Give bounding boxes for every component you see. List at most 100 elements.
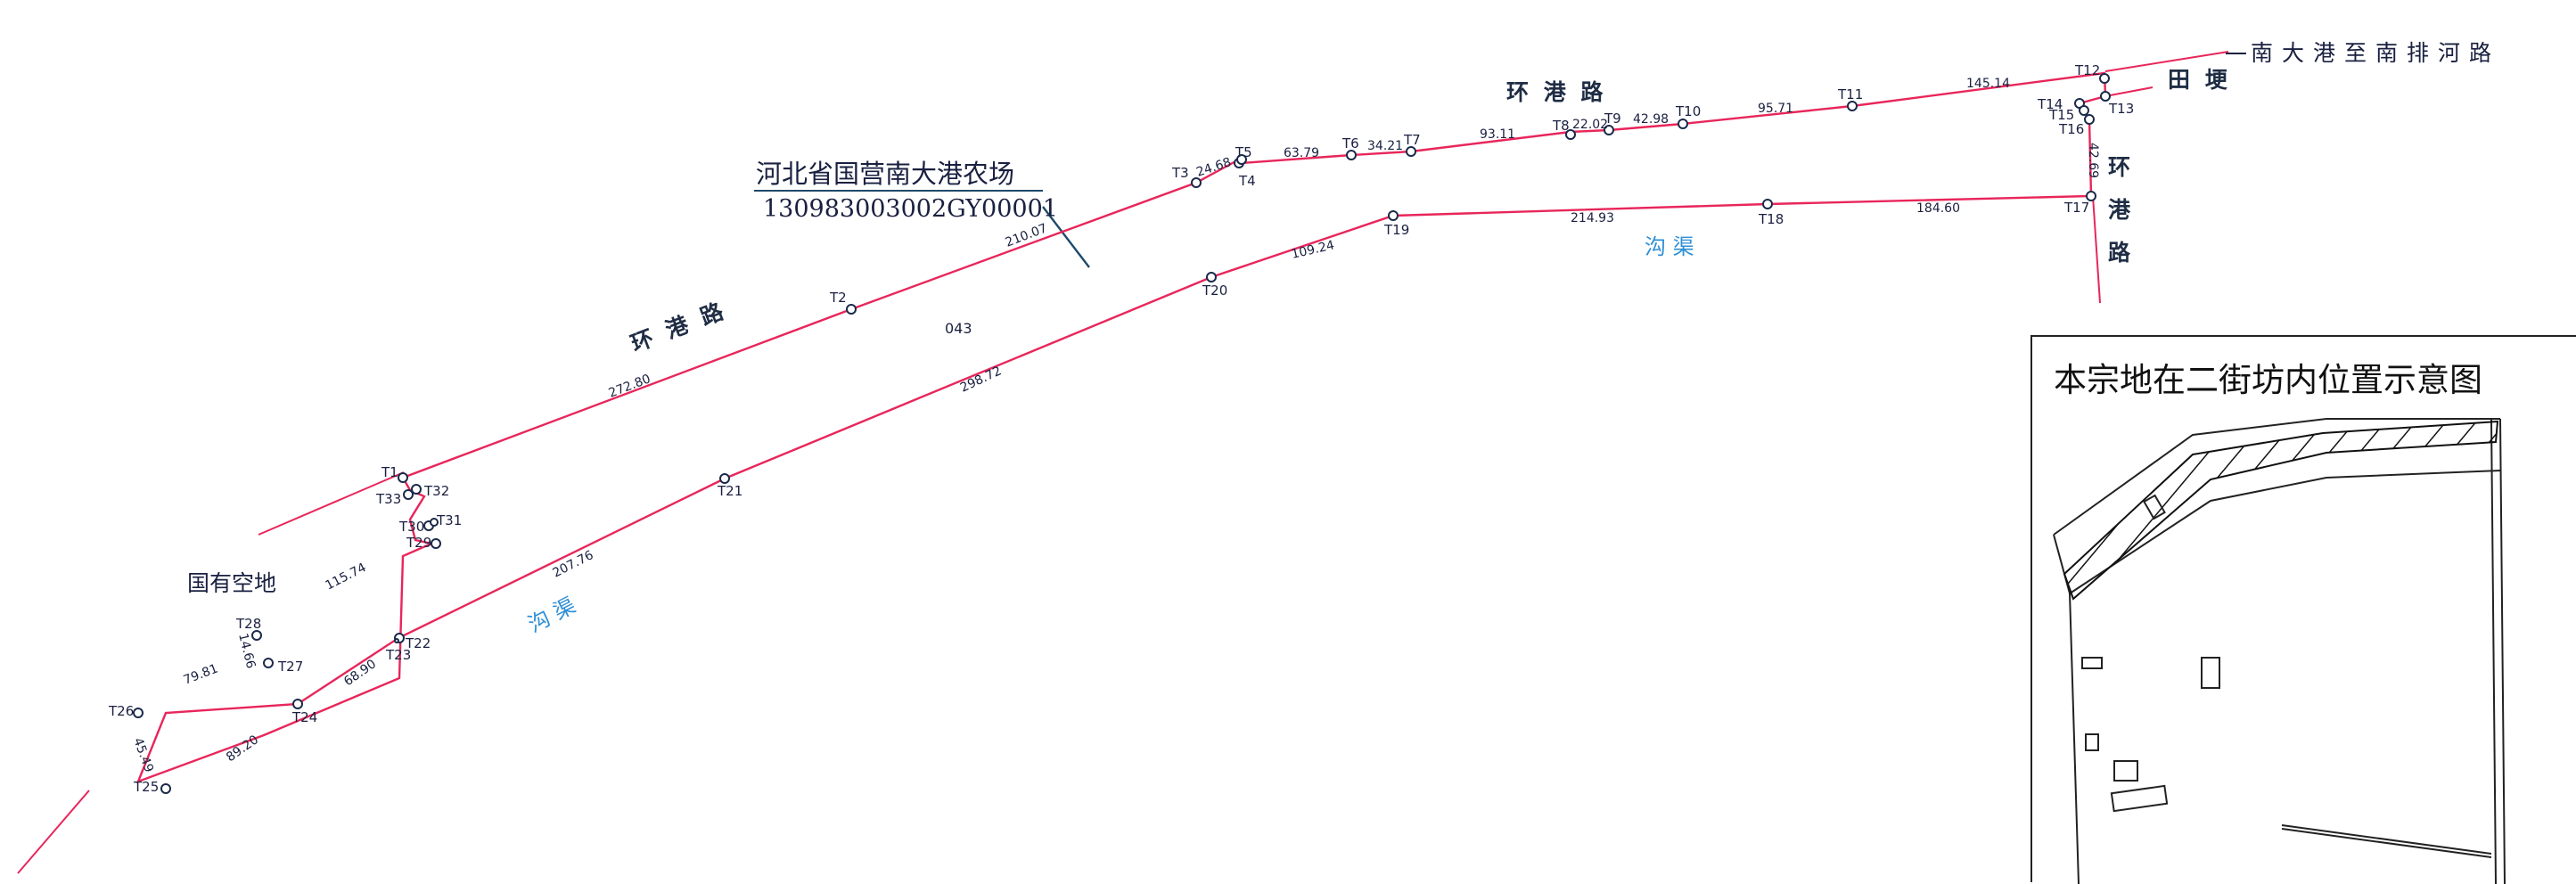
point-T5 xyxy=(1236,154,1247,165)
inset-map xyxy=(2053,418,2506,884)
state-land-label: 国有空地 xyxy=(187,570,276,596)
point-label-T6: T6 xyxy=(1341,135,1359,151)
inset-block-edge-top xyxy=(2053,418,2500,536)
inset-title: 本宗地在二街坊内位置示意图 xyxy=(2054,361,2482,399)
point-label-T21: T21 xyxy=(717,483,742,499)
point-label-T11: T11 xyxy=(1837,86,1863,102)
road-label-right-2: 港 xyxy=(2108,197,2134,223)
parcel-boundary xyxy=(135,71,2107,784)
point-label-T1: T1 xyxy=(381,464,398,480)
point-label-T9: T9 xyxy=(1604,110,1621,127)
point-T12 xyxy=(2099,73,2110,84)
distance-label: 95.71 xyxy=(1758,102,1793,116)
inset-block-edge-right xyxy=(2490,418,2497,884)
point-T11 xyxy=(1847,101,1858,111)
distance-label: 45.49 xyxy=(130,736,156,774)
inset-line xyxy=(2281,828,2492,858)
point-T9 xyxy=(1604,125,1614,135)
point-T8 xyxy=(1565,129,1576,140)
point-T33 xyxy=(403,489,414,500)
point-T25 xyxy=(160,783,171,794)
point-label-T33: T33 xyxy=(375,491,401,507)
point-label-T3: T3 xyxy=(1171,165,1189,181)
point-label-T27: T27 xyxy=(277,659,303,675)
distance-label: 22.02 xyxy=(1572,118,1608,132)
farm-leader-line xyxy=(1042,206,1090,268)
distance-label: 68.90 xyxy=(341,657,379,689)
point-T26 xyxy=(133,708,144,718)
boundary-points: T1 T2 T3 T4 T5 T6 T7 T8 T9 T10 T11 T12 T… xyxy=(108,62,2134,795)
point-label-T31: T31 xyxy=(436,512,462,528)
road-edge-right xyxy=(2092,195,2101,304)
distance-label: 272.80 xyxy=(607,372,652,400)
distance-label: 184.60 xyxy=(1916,201,1960,216)
point-label-T17: T17 xyxy=(2063,200,2089,216)
distance-label: 145.14 xyxy=(1966,77,2010,91)
road-label-right-1: 环 xyxy=(2108,154,2134,180)
point-label-T20: T20 xyxy=(1202,282,1227,299)
point-label-T22: T22 xyxy=(405,635,431,651)
farm-code: 130983003002GY00001 xyxy=(763,195,1058,223)
inset-line xyxy=(2281,824,2492,855)
point-label-T24: T24 xyxy=(291,709,317,725)
point-label-T29: T29 xyxy=(406,535,431,551)
road-label-left: 环 港 路 xyxy=(628,297,730,356)
farm-name: 河北省国营南大港农场 xyxy=(756,159,1014,189)
location-inset: 本宗地在二街坊内位置示意图 xyxy=(2030,335,2576,884)
inset-road-inner xyxy=(2069,470,2501,594)
point-label-T23: T23 xyxy=(385,647,411,663)
distance-labels: 272.80 210.07 24.68 63.79 34.21 93.11 22… xyxy=(130,77,2100,774)
point-T31 xyxy=(430,518,439,527)
ditch-label-top: 沟 渠 xyxy=(1645,234,1694,259)
inset-building xyxy=(2081,657,2103,669)
distance-label: 89.20 xyxy=(224,733,261,765)
point-T6 xyxy=(1346,150,1357,160)
inset-parcel-hatch xyxy=(2063,420,2499,601)
distance-label: 24.68 xyxy=(1194,155,1233,180)
point-T20 xyxy=(1206,272,1217,282)
point-T23 xyxy=(394,638,399,643)
point-T28 xyxy=(251,630,262,641)
road-label-right-3: 路 xyxy=(2108,240,2134,266)
parcel-number: 043 xyxy=(945,320,972,337)
inset-building xyxy=(2110,784,2169,813)
point-label-T12: T12 xyxy=(2074,62,2100,78)
point-label-T28: T28 xyxy=(235,616,261,632)
inset-building xyxy=(2201,657,2220,689)
point-T19 xyxy=(1388,210,1399,221)
point-label-T16: T16 xyxy=(2058,121,2084,137)
point-label-T2: T2 xyxy=(829,290,847,306)
distance-label: 42.69 xyxy=(2086,143,2100,178)
distance-label: 298.72 xyxy=(958,364,1004,395)
distance-label: 63.79 xyxy=(1284,146,1319,160)
point-label-T13: T13 xyxy=(2108,101,2134,117)
point-label-T30: T30 xyxy=(398,519,424,535)
point-label-T4: T4 xyxy=(1238,173,1256,189)
point-T32 xyxy=(411,484,422,495)
road-edge-top-right xyxy=(2104,51,2229,72)
inset-block-edge-right-2 xyxy=(2499,418,2506,884)
ditch-edge-bottom xyxy=(17,790,90,874)
field-ridge-label: 田 埂 xyxy=(2168,67,2231,93)
point-T7 xyxy=(1406,146,1416,157)
point-T15 xyxy=(2079,105,2089,116)
point-label-T26: T26 xyxy=(108,703,134,719)
distance-label: 214.93 xyxy=(1571,211,1614,225)
point-T2 xyxy=(846,304,857,315)
point-T1 xyxy=(398,472,408,483)
ditch-label-bottom: 沟 渠 xyxy=(524,593,579,637)
point-label-T18: T18 xyxy=(1758,211,1784,227)
point-T24 xyxy=(292,699,303,709)
point-T10 xyxy=(1678,119,1688,129)
point-T13 xyxy=(2100,91,2111,102)
distance-label: 42.98 xyxy=(1633,112,1669,127)
point-label-T7: T7 xyxy=(1403,132,1421,148)
point-T27 xyxy=(263,658,274,668)
road-label-top: 环 港 路 xyxy=(1506,79,1606,105)
field-ridge-edge xyxy=(2104,86,2154,97)
point-T17 xyxy=(2086,191,2096,201)
point-label-T10: T10 xyxy=(1675,103,1701,119)
far-road-label: 南大港至南排河路 xyxy=(2251,40,2500,66)
distance-label: 79.81 xyxy=(182,661,220,687)
